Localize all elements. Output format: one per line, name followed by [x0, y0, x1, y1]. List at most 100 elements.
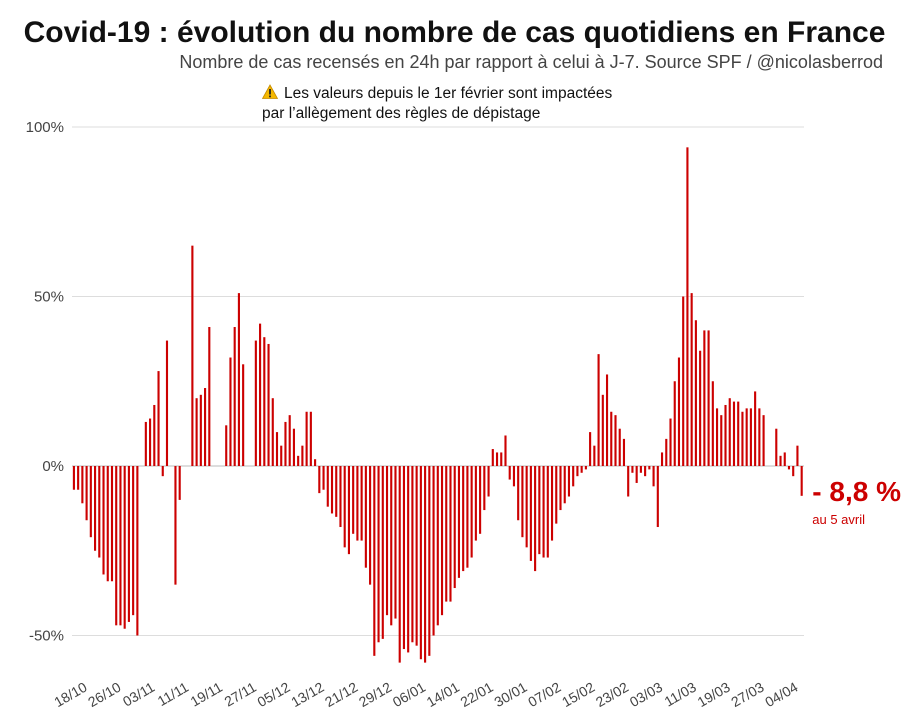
bar	[749, 408, 752, 466]
bar	[390, 466, 393, 626]
bar	[572, 466, 575, 487]
bar	[305, 411, 308, 466]
bar	[445, 466, 448, 602]
bar	[356, 466, 359, 541]
bar	[381, 466, 384, 639]
x-tick-label: 14/01	[424, 679, 463, 710]
bar	[284, 421, 287, 466]
x-tick-label: 18/10	[51, 679, 90, 710]
bar	[440, 466, 444, 616]
bar	[352, 466, 355, 534]
bar	[191, 245, 194, 466]
bar	[703, 330, 706, 466]
bar	[127, 466, 130, 622]
bar	[631, 466, 634, 473]
bar	[165, 340, 169, 466]
bar	[656, 466, 659, 528]
bar	[508, 466, 511, 480]
bar	[136, 466, 139, 636]
bar	[550, 466, 554, 541]
bar	[123, 466, 126, 629]
bar	[161, 466, 164, 477]
x-tick-label: 30/01	[491, 679, 530, 710]
bar	[94, 466, 97, 551]
latest-value-date: au 5 avril	[812, 512, 865, 527]
bar	[715, 408, 719, 466]
bar	[314, 459, 317, 466]
bar	[149, 418, 152, 466]
x-tick-label: 27/03	[728, 679, 767, 710]
bar	[419, 466, 422, 660]
bar	[787, 466, 791, 470]
latest-value-label: - 8,8 %	[812, 476, 901, 507]
bar	[690, 293, 693, 466]
bar	[301, 445, 304, 466]
bar	[614, 415, 617, 466]
x-tick-label: 27/11	[221, 679, 259, 710]
bar	[555, 466, 558, 524]
bar	[385, 466, 389, 616]
bar	[567, 466, 571, 497]
bar	[479, 466, 482, 534]
bar	[597, 354, 600, 466]
bar	[644, 466, 647, 477]
bar	[330, 466, 334, 514]
bar	[85, 466, 88, 521]
note-line-2: par l’allègement des règles de dépistage	[262, 105, 541, 122]
bar	[72, 466, 75, 490]
bar	[153, 404, 156, 466]
bar	[652, 466, 655, 487]
bar	[694, 320, 697, 466]
bar	[275, 432, 279, 466]
bar	[398, 466, 401, 663]
bar	[267, 343, 270, 466]
bar	[534, 466, 537, 572]
x-tick-label: 19/03	[694, 679, 733, 710]
bar	[432, 466, 435, 636]
bar	[754, 391, 757, 466]
bar	[682, 296, 685, 466]
bar	[732, 401, 736, 466]
x-tick-label: 22/01	[457, 679, 496, 710]
bar	[237, 293, 240, 466]
x-tick-label: 21/12	[322, 679, 361, 710]
bar	[407, 466, 410, 653]
chart-title: Covid-19 : évolution du nombre de cas qu…	[23, 16, 886, 49]
bar	[343, 466, 346, 548]
x-axis-labels: 18/1026/1003/1111/1119/1127/1105/1213/12…	[51, 679, 800, 710]
bar	[660, 452, 664, 466]
bar	[593, 445, 596, 466]
bar	[132, 466, 135, 616]
bars	[72, 147, 803, 663]
bar	[144, 421, 147, 466]
bar	[491, 449, 494, 466]
bar	[686, 147, 689, 466]
bar	[711, 381, 714, 466]
bar	[639, 466, 642, 473]
bar	[677, 357, 681, 466]
y-tick-label: 100%	[26, 119, 64, 136]
bar	[174, 466, 177, 585]
note-line-1: Les valeurs depuis le 1er février sont i…	[284, 85, 613, 102]
bar	[762, 415, 765, 466]
bar	[369, 466, 372, 585]
x-tick-label: 11/03	[661, 679, 699, 710]
bar	[665, 438, 668, 466]
bar	[466, 466, 469, 568]
bar	[517, 466, 520, 521]
bar	[779, 455, 782, 466]
bar	[601, 394, 604, 466]
bar	[259, 323, 262, 466]
bar	[563, 466, 566, 504]
bar	[373, 466, 376, 656]
x-tick-label: 04/04	[762, 679, 801, 710]
bar	[360, 466, 363, 541]
bar	[707, 330, 710, 466]
bar	[605, 374, 609, 466]
bar	[627, 466, 630, 497]
bar	[195, 398, 198, 466]
bar	[487, 466, 490, 497]
bar	[673, 381, 676, 466]
bar	[576, 466, 579, 477]
